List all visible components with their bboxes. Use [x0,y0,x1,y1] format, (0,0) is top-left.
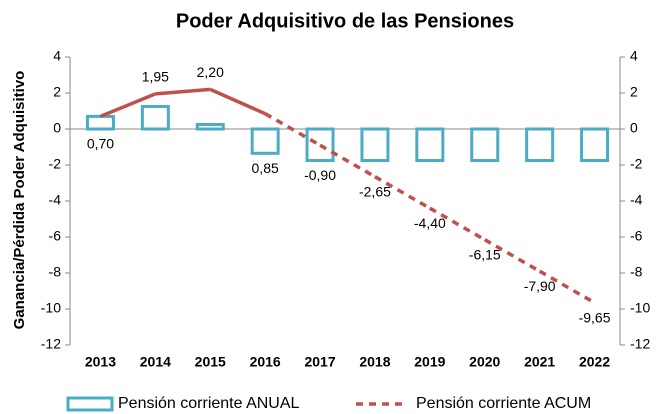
y-tick-label: -4 [49,192,62,208]
bar [85,114,115,131]
line-segment [483,238,541,273]
bar [140,105,170,131]
legend-label: Pensión corriente ACUM [416,395,591,412]
y-tick-label: -2 [49,156,62,172]
x-tick-label: 2013 [85,354,116,370]
line-segment [538,269,596,305]
x-tick-label: 2016 [250,354,281,370]
y2-tick-label: 4 [630,48,638,64]
data-label: 1,95 [142,69,169,85]
y-tick-label: 2 [53,84,61,100]
bar [305,127,335,162]
x-tick-label: 2021 [524,354,555,370]
data-label: 0,70 [87,136,114,152]
data-label: -0,90 [304,167,336,183]
chart-title: Poder Adquisitivo de las Pensiones [176,10,514,32]
y2-tick-label: -8 [630,264,643,280]
line-segment [374,175,431,210]
y2-tick-label: 0 [630,120,638,136]
bar [195,123,225,131]
y2-tick-label: 2 [630,84,638,100]
x-tick-label: 2022 [579,354,610,370]
line-segment [428,206,486,242]
y-tick-label: -6 [49,228,62,244]
bar [470,127,500,162]
y2-tick-label: -6 [630,228,643,244]
x-tick-label: 2019 [414,354,445,370]
bar [360,127,390,162]
line-segment [319,143,376,179]
data-label: 2,20 [197,64,224,80]
y2-tick-label: -4 [630,192,643,208]
bar [250,127,280,155]
x-tick-label: 2014 [140,354,171,370]
data-label: -7,90 [524,278,556,294]
line-segment [99,92,157,119]
line-segment [155,87,211,96]
y-tick-label: 4 [53,48,61,64]
y2-tick-label: -2 [630,156,643,172]
data-label: 0,85 [252,160,279,176]
y2-tick-label: -10 [630,300,650,316]
data-label: -2,65 [359,183,391,199]
y-tick-label: -8 [49,264,62,280]
y-axis-label: Ganancia/Pérdida Poder Adquisitivo [11,71,28,330]
y-tick-label: 0 [53,120,61,136]
y-tick-label: -12 [41,336,61,352]
legend-swatch [66,396,114,412]
bar [580,127,610,162]
y2-tick-label: -12 [630,336,650,352]
x-tick-label: 2017 [304,354,335,370]
line-segment [209,87,266,116]
x-tick-label: 2015 [195,354,226,370]
x-tick-label: 2020 [469,354,500,370]
y-tick-label: -10 [41,300,61,316]
legend-label: Pensión corriente ANUAL [118,395,300,412]
data-label: -9,65 [579,309,611,325]
data-label: -6,15 [469,246,501,262]
data-label: -4,40 [414,215,446,231]
bar [415,127,445,162]
x-tick-label: 2018 [359,354,390,370]
line-segment [264,112,321,147]
bar [525,127,555,162]
